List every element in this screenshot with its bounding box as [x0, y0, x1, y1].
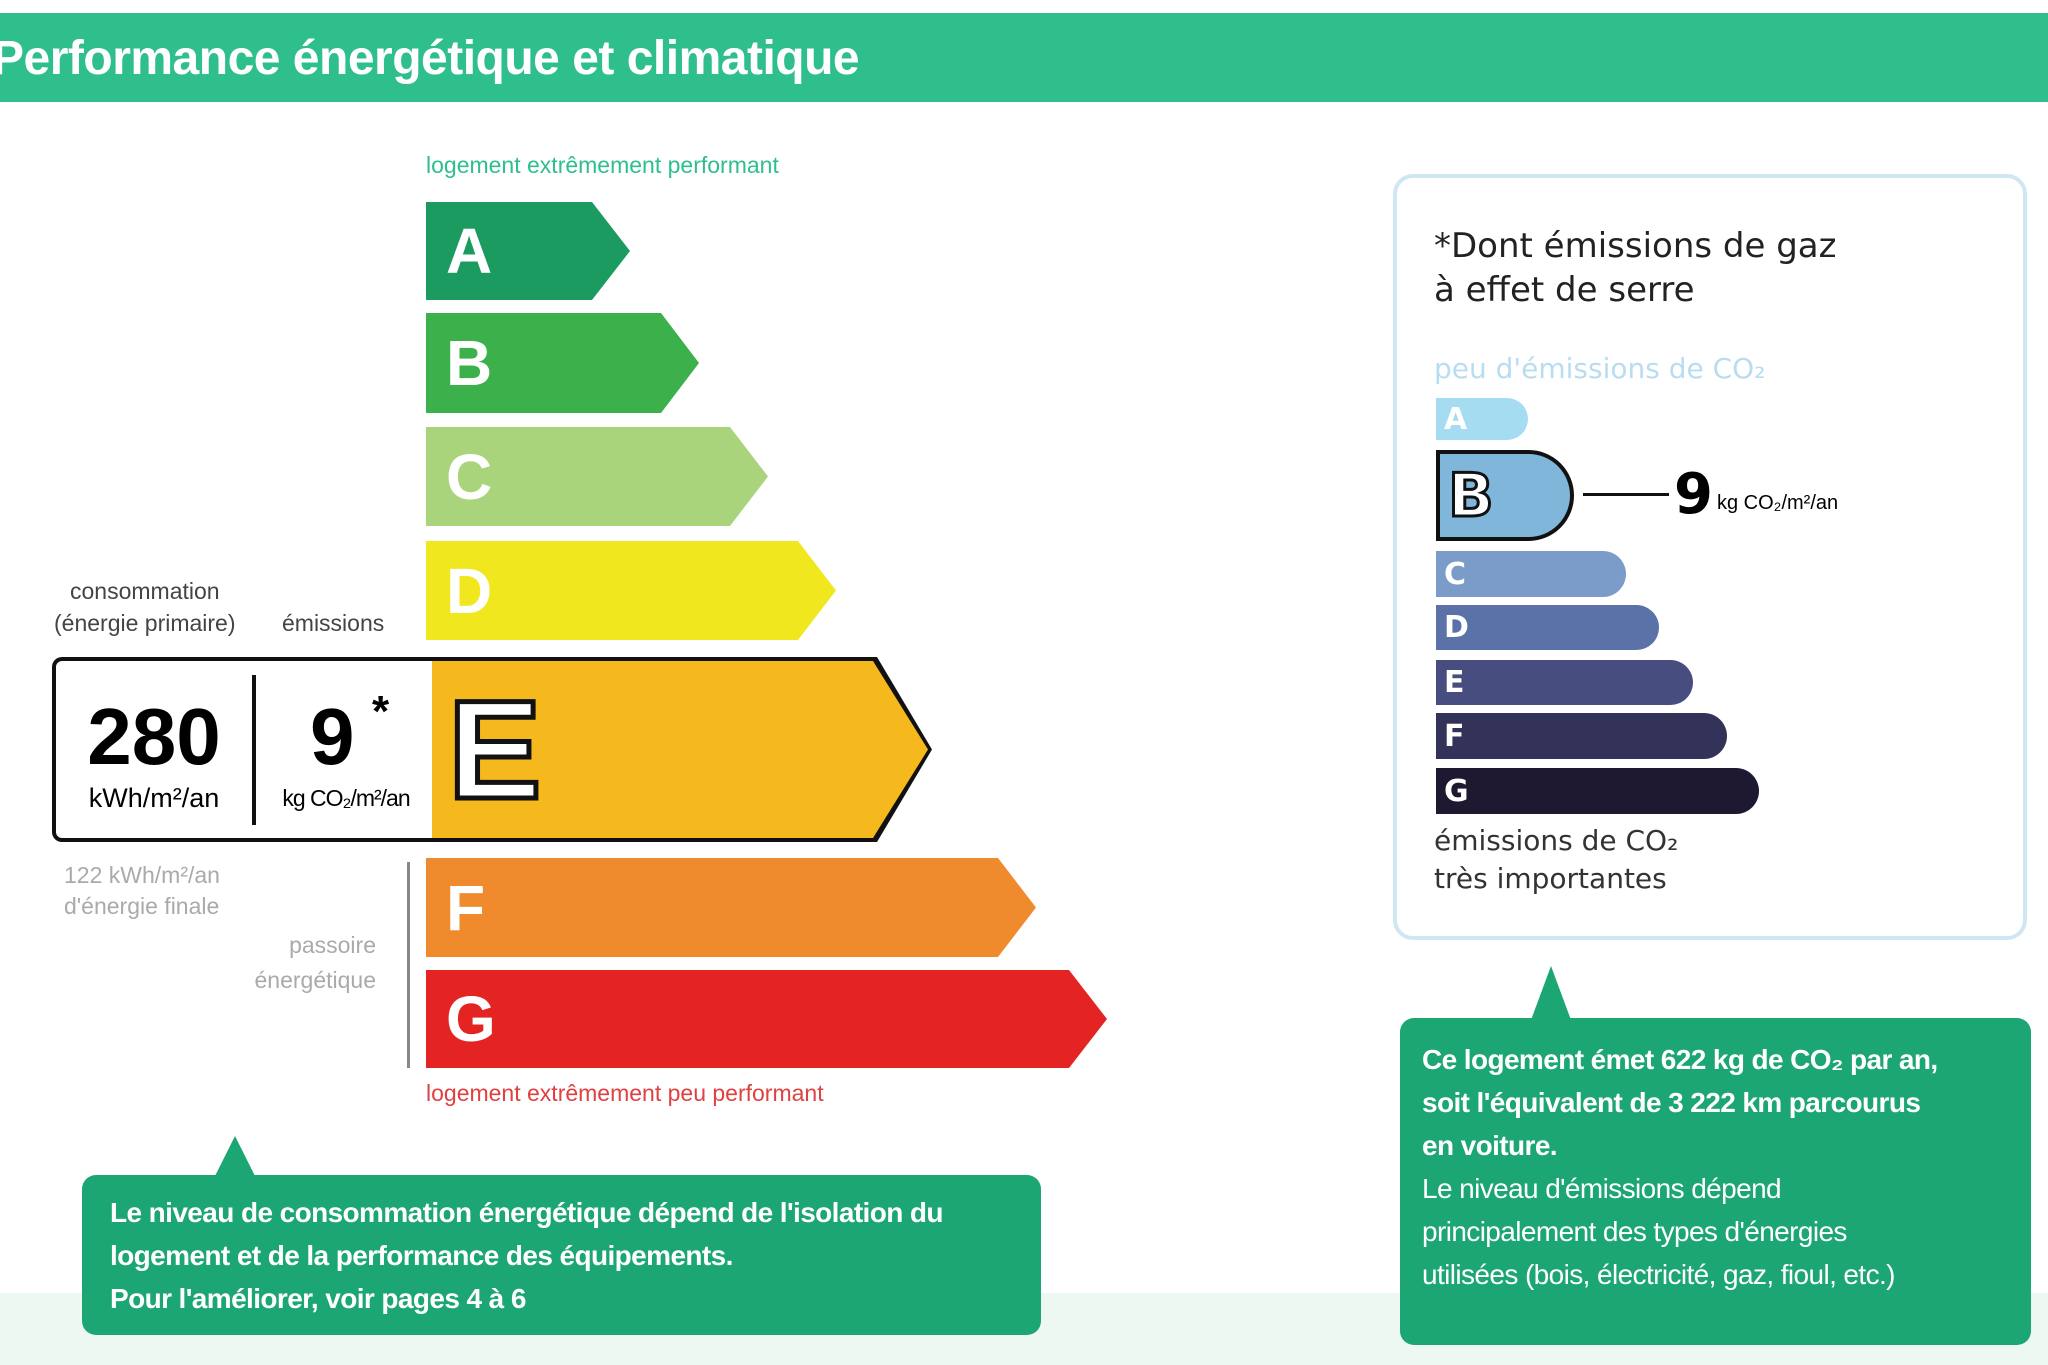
- climate-class-letter: A: [1444, 401, 1468, 437]
- climate-class-letter: B: [1447, 459, 1496, 532]
- climate-class-a: A: [1436, 398, 1528, 440]
- energy-class-b: B: [426, 313, 699, 413]
- climate-top-label: peu d'émissions de CO₂: [1434, 352, 1766, 385]
- climate-title-line-1: *Dont émissions de gaz: [1434, 226, 1837, 266]
- energy-class-letter: F: [446, 871, 486, 944]
- climate-class-g: G: [1436, 768, 1759, 814]
- energy-class-e: E: [426, 657, 932, 842]
- passoire-label: passoire: [289, 932, 376, 958]
- climate-class-e: E: [1436, 660, 1693, 705]
- consumption-label-2: (énergie primaire): [54, 610, 236, 636]
- page-title: Performance énergétique et climatique: [0, 32, 860, 85]
- final-energy-label-2: d'énergie finale: [64, 893, 220, 919]
- climate-class-letter: G: [1444, 773, 1469, 809]
- callout-line: principalement des types d'énergies: [1422, 1216, 1847, 1247]
- climate-panel: [1393, 174, 2027, 940]
- callout-line: Ce logement émet 622 kg de CO₂ par an,: [1422, 1044, 1938, 1075]
- callout-pointer: [1531, 966, 1571, 1020]
- consumption-value: 280: [87, 692, 221, 781]
- callout-line: utilisées (bois, électricité, gaz, fioul…: [1422, 1259, 1895, 1290]
- energy-class-letter: A: [446, 215, 493, 287]
- climate-bottom-label: émissions de CO₂ très importantes: [1434, 822, 1678, 898]
- emissions-unit: kg CO₂/m²/an: [282, 785, 410, 811]
- passoire-divider: [407, 862, 410, 1068]
- energy-class-letter: D: [446, 554, 493, 627]
- climate-class-letter: D: [1444, 610, 1469, 645]
- value-box: 280 kWh/m²/an 9 * kg CO₂/m²/an: [52, 657, 432, 842]
- climate-bottom-line-1: émissions de CO₂: [1434, 824, 1679, 857]
- callout-line: logement et de la performance des équipe…: [110, 1240, 733, 1271]
- energy-class-a: A: [426, 202, 630, 300]
- final-energy-label: 122 kWh/m²/an: [64, 862, 220, 888]
- climate-class-letter: E: [1444, 665, 1465, 700]
- energy-class-letter: E: [445, 670, 543, 828]
- climate-bottom-line-2: très importantes: [1434, 862, 1667, 895]
- callout-line: Le niveau de consommation énergétique dé…: [110, 1197, 944, 1228]
- callout-line: soit l'équivalent de 3 222 km parcourus: [1422, 1087, 1921, 1118]
- energy-callout: Le niveau de consommation énergétique dé…: [82, 1175, 1041, 1335]
- consumption-unit: kWh/m²/an: [88, 783, 220, 813]
- callout-line: en voiture.: [1422, 1130, 1558, 1161]
- callout-line: Pour l'améliorer, voir pages 4 à 6: [110, 1283, 526, 1314]
- climate-class-letter: C: [1444, 556, 1467, 592]
- climate-value: 9: [1674, 462, 1713, 527]
- consumption-label: consommation: [70, 578, 220, 604]
- energy-class-d: D: [426, 541, 836, 640]
- emissions-value: 9: [310, 692, 355, 781]
- climate-callout: Ce logement émet 622 kg de CO₂ par an, s…: [1400, 1018, 2031, 1345]
- climate-title: *Dont émissions de gaz à effet de serre: [1434, 224, 1836, 312]
- callout-line: Le niveau d'émissions dépend: [1422, 1173, 1782, 1204]
- climate-unit: kg CO₂/m²/an: [1717, 492, 1839, 514]
- energy-top-label: logement extrêmement performant: [426, 152, 779, 178]
- climate-class-b: B: [1436, 450, 1574, 541]
- climate-class-d: D: [1436, 605, 1659, 650]
- passoire-label-2: énergétique: [254, 967, 377, 993]
- emissions-label: émissions: [282, 610, 385, 636]
- header-band: Performance énergétique et climatique: [0, 13, 2048, 102]
- energy-class-c: C: [426, 427, 768, 526]
- climate-class-c: C: [1436, 551, 1626, 597]
- energy-class-letter: B: [446, 327, 493, 399]
- energy-class-letter: G: [446, 983, 496, 1055]
- energy-class-g: G: [426, 970, 1107, 1068]
- climate-title-line-2: à effet de serre: [1434, 270, 1695, 310]
- climate-class-letter: F: [1444, 718, 1465, 754]
- energy-class-f: F: [426, 858, 1036, 957]
- climate-class-f: F: [1436, 713, 1727, 759]
- energy-bottom-label: logement extrêmement peu performant: [426, 1080, 824, 1106]
- callout-pointer: [215, 1136, 255, 1176]
- energy-class-letter: C: [446, 440, 493, 513]
- emissions-star: *: [372, 687, 390, 736]
- climate-pointer-line: [1583, 493, 1669, 496]
